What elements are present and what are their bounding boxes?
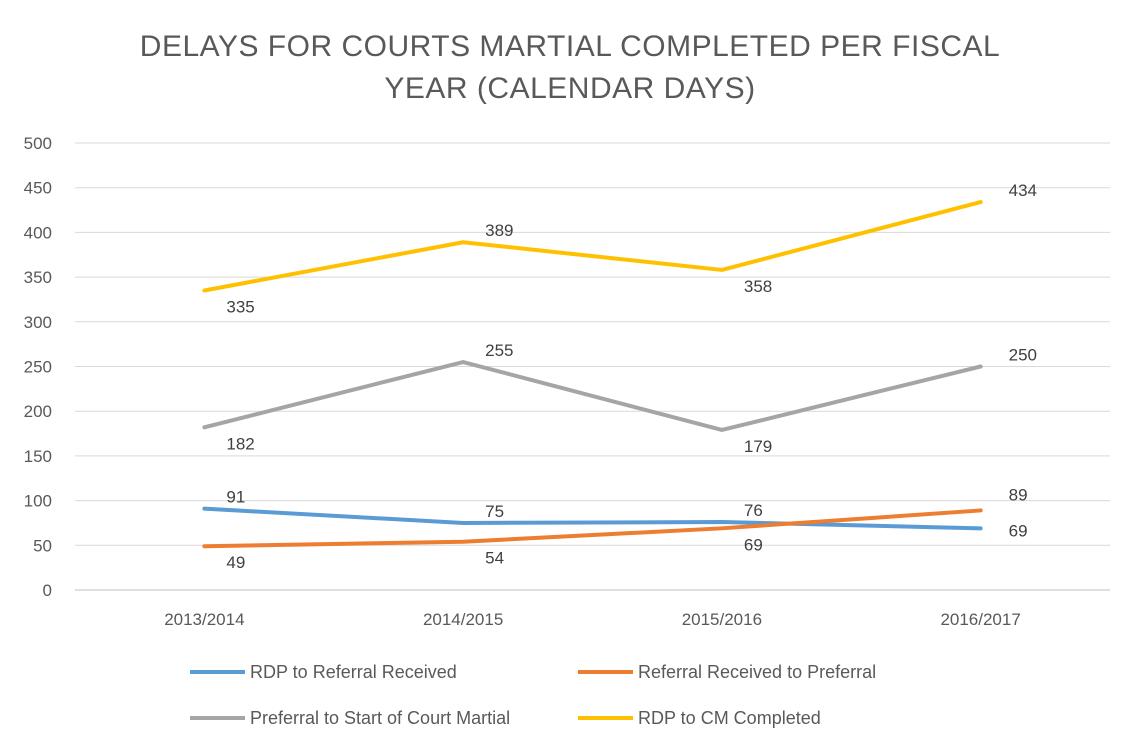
- series-line-2: [202, 360, 983, 432]
- y-tick-label-450: 450: [24, 179, 52, 198]
- x-tick-label-1: 2014/2015: [423, 610, 503, 629]
- data-label-s0-p2: 76: [744, 501, 763, 520]
- y-tick-label-300: 300: [24, 313, 52, 332]
- data-label-s0-p1: 75: [485, 502, 504, 521]
- series-line-3: [202, 200, 983, 293]
- x-tick-label-2: 2015/2016: [682, 610, 762, 629]
- x-tick-label-3: 2016/2017: [940, 610, 1020, 629]
- y-tick-label-350: 350: [24, 268, 52, 287]
- data-label-s2-p2: 179: [744, 437, 772, 456]
- data-label-s3-p3: 434: [1009, 181, 1037, 200]
- data-label-s1-p3: 89: [1009, 485, 1028, 504]
- series-line-0: [202, 506, 983, 531]
- y-tick-label-250: 250: [24, 358, 52, 377]
- y-tick-label-0: 0: [43, 581, 52, 600]
- data-label-s2-p1: 255: [485, 341, 513, 360]
- y-tick-label-150: 150: [24, 447, 52, 466]
- x-tick-label-0: 2013/2014: [164, 610, 244, 629]
- y-tick-label-500: 500: [24, 134, 52, 153]
- series-line-1: [202, 508, 983, 549]
- legend-label-3: RDP to CM Completed: [638, 708, 821, 728]
- legend-label-1: Referral Received to Preferral: [638, 662, 876, 682]
- y-tick-label-400: 400: [24, 223, 52, 242]
- data-label-s1-p0: 49: [226, 553, 245, 572]
- data-label-s2-p3: 250: [1009, 346, 1037, 365]
- data-label-s0-p3: 69: [1009, 521, 1028, 540]
- chart-title-line-2: YEAR (CALENDAR DAYS): [384, 72, 756, 105]
- data-label-s1-p2: 69: [744, 535, 763, 554]
- chart-title-line-1: DELAYS FOR COURTS MARTIAL COMPLETED PER …: [139, 30, 1001, 63]
- legend-label-2: Preferral to Start of Court Martial: [250, 708, 510, 728]
- legend-label-0: RDP to Referral Received: [250, 662, 457, 682]
- y-tick-label-50: 50: [33, 536, 52, 555]
- data-label-s3-p0: 335: [226, 298, 254, 317]
- data-label-s1-p1: 54: [485, 549, 504, 568]
- y-tick-label-200: 200: [24, 402, 52, 421]
- data-label-s0-p0: 91: [226, 488, 245, 507]
- data-label-s3-p2: 358: [744, 277, 772, 296]
- data-label-s3-p1: 389: [485, 221, 513, 240]
- y-tick-label-100: 100: [24, 492, 52, 511]
- data-label-s2-p0: 182: [226, 434, 254, 453]
